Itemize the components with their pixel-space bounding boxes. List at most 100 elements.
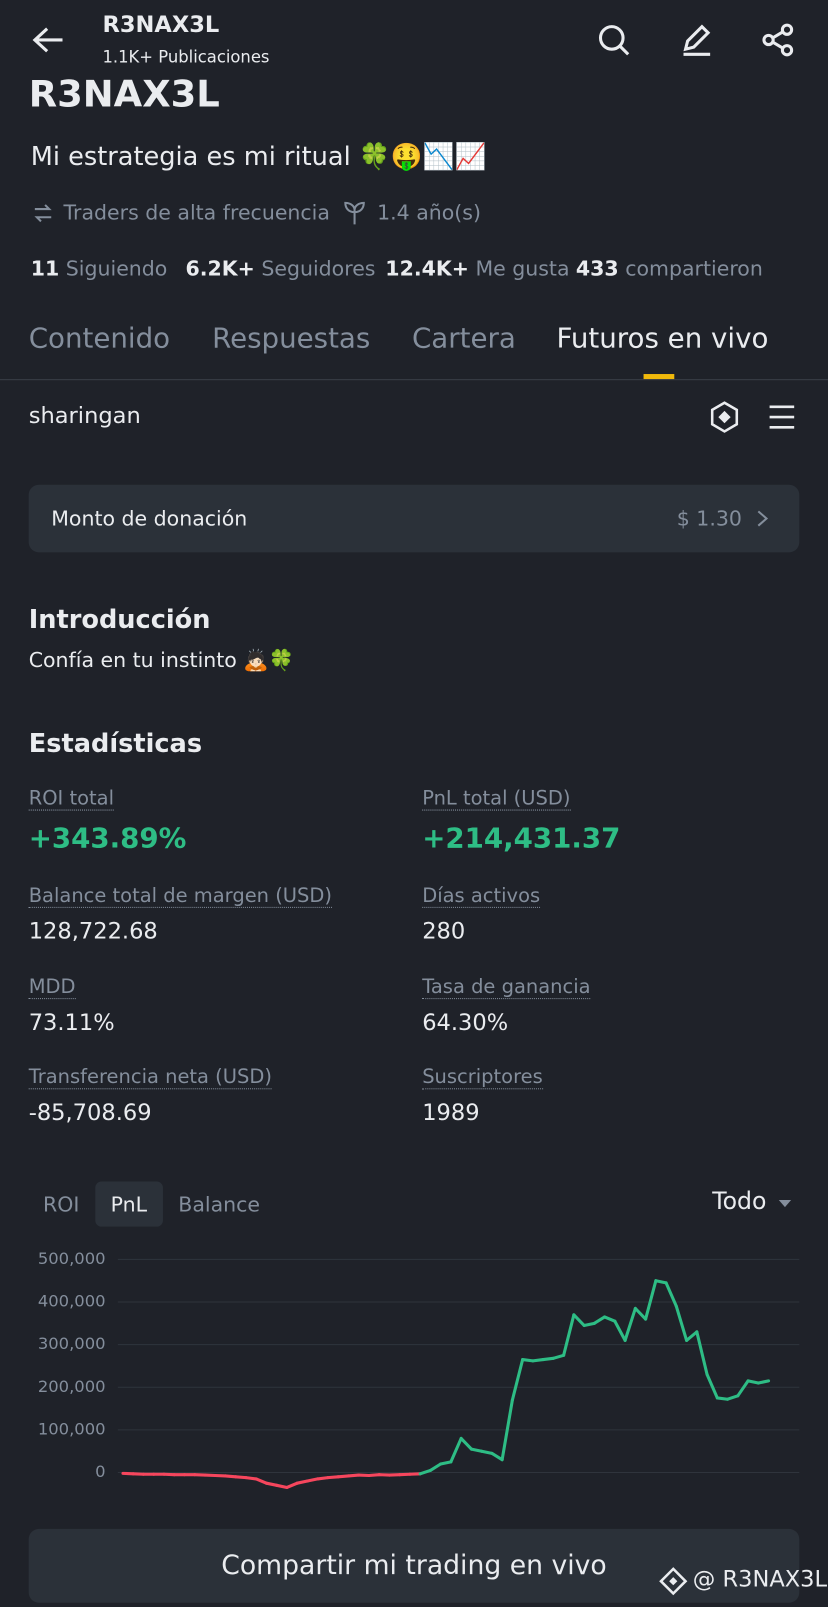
stat-label: ROI total (28, 787, 115, 811)
stats-title: Estadísticas (28, 728, 203, 759)
tab[interactable]: Contenido (28, 322, 171, 355)
stat[interactable]: 12.4K+ Me gusta (385, 256, 569, 281)
stat-value: -85,708.69 (28, 1100, 152, 1127)
pnl-line-segment (644, 1279, 658, 1321)
pnl-line-segment (346, 1473, 361, 1478)
stat-value: 12.4K+ (385, 256, 469, 281)
pnl-line-segment (469, 1447, 484, 1453)
tag: 1.4 año(s) (377, 199, 481, 225)
pnl-line-segment (582, 1321, 596, 1328)
pnl-line-segment (695, 1330, 709, 1377)
pnl-line-segment (613, 1319, 627, 1342)
profile-name: R3NAX3L (28, 73, 220, 116)
pnl-line-segment (746, 1379, 760, 1385)
donation-label: Monto de donación (51, 506, 248, 531)
y-tick-label: 500,000 (38, 1249, 106, 1268)
tab-active[interactable]: Futuros en vivo (556, 322, 769, 355)
pnl-line-segment (541, 1356, 555, 1362)
stat-label: PnL total (USD) (422, 787, 571, 811)
pnl-line-segment (510, 1358, 525, 1402)
pnl-line-segment (418, 1468, 432, 1476)
pnl-line-segment (459, 1436, 473, 1451)
stat-label: Balance total de margen (USD) (28, 884, 333, 908)
pnl-line-segment (244, 1476, 258, 1481)
back-button[interactable] (31, 25, 66, 56)
stat-value: +214,431.37 (422, 822, 621, 855)
pnl-line-segment (572, 1313, 586, 1328)
stat-label: Seguidores (261, 256, 376, 281)
share-button[interactable]: Compartir mi trading en vivo (28, 1528, 800, 1603)
pnl-line-segment (305, 1477, 320, 1483)
y-tick-label: 300,000 (38, 1334, 106, 1353)
settings-icon[interactable] (707, 400, 742, 435)
stat-value: 433 (575, 256, 619, 281)
search-button[interactable] (596, 23, 631, 58)
pnl-line-segment (336, 1474, 350, 1479)
pnl-line-segment (500, 1398, 514, 1462)
stat-label: compartieron (625, 256, 763, 281)
tab[interactable]: Cartera (411, 322, 516, 355)
pnl-line-segment (592, 1315, 607, 1325)
stat-value: +343.89% (28, 822, 187, 855)
stat-value: 1989 (422, 1100, 480, 1127)
intro-text: Confía en tu instinto 🙇🏻🍀 (28, 647, 295, 673)
stat-value: 280 (422, 919, 466, 945)
pnl-line-segment (674, 1304, 689, 1342)
pnl-line-segment (295, 1479, 309, 1485)
tag: Traders de alta frecuencia (63, 199, 330, 225)
donation-row[interactable]: Monto de donación $ 1.30 (28, 484, 800, 553)
chevron (757, 510, 769, 527)
stat-label: MDD (28, 975, 76, 1000)
stat[interactable]: 433 compartieron (576, 256, 763, 281)
chart-tab-active[interactable]: PnL (110, 1191, 148, 1217)
pnl-line-segment (633, 1306, 648, 1321)
y-tick-label: 0 (95, 1462, 105, 1481)
y-tick-label: 400,000 (38, 1292, 106, 1311)
pnl-line-segment (531, 1358, 545, 1363)
share-icon[interactable] (761, 23, 796, 58)
stat-value: 73.11% (28, 1010, 115, 1037)
pnl-line-segment (264, 1481, 279, 1487)
chart-tab[interactable]: Balance (178, 1191, 261, 1217)
y-tick-label: 200,000 (38, 1377, 106, 1396)
stat-label: Transferencia neta (USD) (28, 1065, 272, 1090)
divider (0, 379, 828, 381)
pnl-line-segment (736, 1379, 750, 1398)
header-posts: 1.1K+ Publicaciones (102, 47, 270, 67)
pnl-chart: 500,000 400,000 300,000 200,000 100,000 0 (38, 1249, 800, 1489)
watermark-logo (659, 1567, 688, 1596)
pnl-line-segment (705, 1372, 719, 1400)
pnl-line-segment (551, 1353, 566, 1360)
stat[interactable]: 11 Siguiendo (31, 256, 168, 281)
pnl-line-segment (234, 1475, 248, 1480)
menu-icon[interactable] (767, 402, 798, 433)
header-name: R3NAX3L (102, 12, 220, 38)
edit-button[interactable] (679, 23, 714, 58)
y-tick-label: 100,000 (38, 1419, 106, 1438)
stat-label: Tasa de ganancia (422, 975, 591, 1000)
pnl-line-segment (562, 1313, 576, 1357)
stat[interactable]: 6.2K+ Seguidores (185, 256, 375, 281)
stat-value: 64.30% (422, 1010, 509, 1037)
stat-label: Suscriptores (422, 1065, 543, 1090)
stat-label: Días activos (422, 884, 541, 908)
stat-label: Me gusta (475, 256, 570, 281)
pnl-line-segment (654, 1279, 668, 1285)
tab[interactable]: Respuestas (212, 322, 371, 355)
range-selector[interactable]: Todo (712, 1188, 767, 1216)
tag-icon (344, 201, 365, 225)
chart-tab-bg (95, 1181, 163, 1227)
stat-value: 11 (30, 256, 60, 281)
stat-label: Siguiendo (65, 256, 168, 281)
dropdown-arrow (778, 1199, 792, 1208)
pnl-line-segment (726, 1394, 740, 1401)
pnl-line-segment (223, 1474, 238, 1479)
intro-title: Introducción (28, 604, 211, 635)
bio: Mi estrategia es mi ritual 🍀🤑📉📈 (30, 141, 487, 172)
chart-tab[interactable]: ROI (43, 1191, 80, 1217)
pnl-line-segment (664, 1281, 678, 1308)
stat-value: 6.2K+ (185, 256, 255, 281)
pnl-line-segment (490, 1451, 504, 1462)
stat-value: 128,722.68 (28, 919, 158, 945)
pnl-line-segment (603, 1315, 617, 1323)
